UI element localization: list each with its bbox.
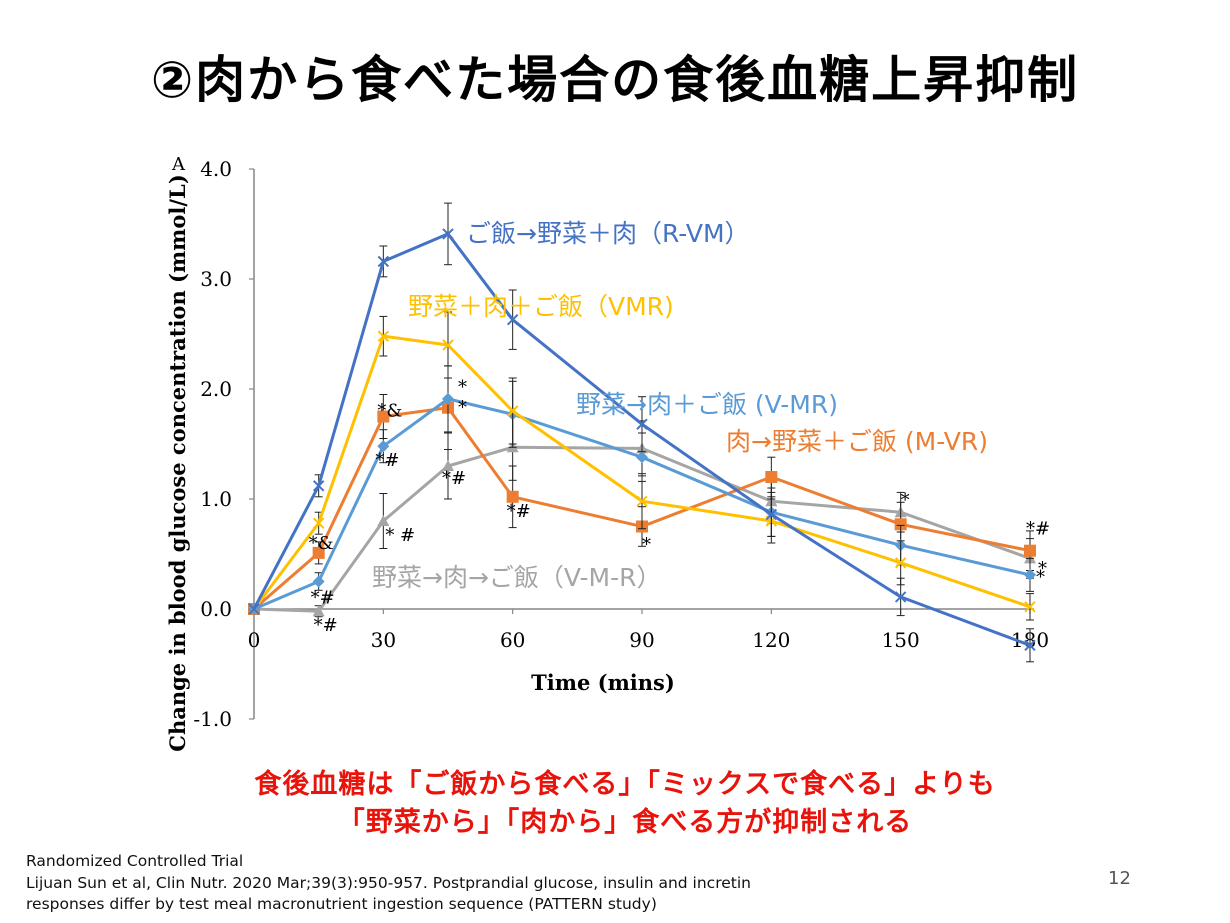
- significance-mark: *: [901, 490, 910, 511]
- data-point: [312, 480, 325, 492]
- significance-mark: *&: [309, 533, 334, 554]
- significance-mark: * #: [385, 525, 415, 546]
- series-label-2: 野菜→肉＋ご飯 (V-MR): [576, 390, 838, 419]
- significance-mark: *#: [507, 501, 531, 522]
- citation-trial-type: Randomized Controlled Trial: [26, 852, 244, 870]
- x-tick-label: 150: [882, 628, 920, 652]
- data-point: [377, 330, 390, 342]
- data-point: [765, 508, 778, 521]
- y-tick-label: 1.0: [200, 487, 232, 511]
- data-point: [894, 518, 907, 531]
- y-tick-label: 3.0: [200, 267, 232, 291]
- y-tick-label: -1.0: [193, 707, 232, 731]
- data-point: [377, 255, 390, 268]
- x-tick-label: 90: [629, 628, 654, 652]
- significance-mark: *#: [311, 588, 335, 609]
- significance-mark: *#: [1026, 519, 1050, 540]
- y-tick-label: 4.0: [200, 157, 232, 181]
- data-point: [377, 410, 390, 423]
- data-point: [636, 495, 648, 507]
- data-point: [1024, 568, 1036, 581]
- citation-reference: Lijuan Sun et al, Clin Nutr. 2020 Mar;39…: [26, 874, 751, 892]
- x-tick-label: 60: [500, 628, 525, 652]
- data-point: [377, 515, 390, 526]
- conclusion-line-2: 「野菜から」「肉から」食べる方が抑制される: [337, 807, 913, 838]
- data-point: [312, 575, 325, 588]
- chart-axes: -1.00.01.02.03.04.00 30 60 90 120 150 180ATime…: [165, 154, 1049, 752]
- data-point: [442, 228, 454, 240]
- data-point: [636, 451, 648, 464]
- significance-mark: *: [1036, 567, 1045, 588]
- data-point: [312, 605, 325, 617]
- data-point: [506, 313, 519, 326]
- page-number: 12: [1108, 868, 1131, 889]
- data-point: [442, 392, 454, 405]
- series-label-0: ご飯→野菜＋肉（R-VM）: [466, 219, 750, 248]
- slide-title: ②肉から食べた場合の食後血糖上昇抑制: [150, 51, 1080, 109]
- data-point: [506, 490, 519, 503]
- significance-mark: *&: [377, 401, 402, 422]
- data-point: [248, 603, 260, 615]
- data-point: [765, 471, 778, 483]
- chart-series: [248, 202, 1036, 663]
- data-point: [1024, 639, 1036, 652]
- significance-mark: *: [1038, 558, 1047, 579]
- x-axis-label: Time (mins): [531, 670, 675, 695]
- data-point: [894, 557, 907, 569]
- data-point: [442, 460, 454, 471]
- data-point: [312, 546, 325, 559]
- data-point: [1024, 601, 1036, 613]
- x-tick-label: 120: [752, 628, 790, 652]
- significance-mark: *: [458, 398, 467, 419]
- data-point: [312, 517, 325, 529]
- significance-mark: *: [458, 377, 467, 398]
- citation-study-title: responses differ by test meal macronutri…: [26, 895, 657, 913]
- chart-labels: ご飯→野菜＋肉（R-VM） 野菜＋肉＋ご飯（VMR) 野菜→肉＋ご飯 (V-MR) 肉…: [372, 219, 988, 592]
- conclusion-line-1: 食後血糖は「ご飯から食べる」「ミックスで食べる」よりも: [254, 769, 996, 800]
- data-point: [894, 591, 907, 603]
- significance-mark: *#: [442, 468, 466, 489]
- significance-mark: *#: [375, 450, 399, 471]
- data-point: [442, 339, 454, 351]
- series-label-1: 野菜＋肉＋ご飯（VMR): [408, 292, 674, 321]
- series-0: [248, 202, 1036, 663]
- x-tick-label: 30: [371, 628, 396, 652]
- data-point: [636, 418, 648, 430]
- series-label-4: 野菜→肉→ご飯（V-M-R）: [372, 563, 662, 592]
- y-tick-label: 0.0: [200, 597, 232, 621]
- data-point: [506, 405, 519, 417]
- significance-mark: *#: [314, 615, 338, 636]
- y-tick-label: 2.0: [200, 377, 232, 401]
- data-point: [377, 440, 390, 453]
- series-1: [248, 311, 1036, 621]
- chart-annotations: *&*#*#*&*#* #***#*#***#**: [309, 377, 1050, 636]
- data-point: [1024, 544, 1036, 557]
- significance-mark: *: [642, 535, 651, 556]
- x-tick-label: 0: [248, 628, 261, 652]
- y-axis-label: Change in blood glucose concentration (m…: [165, 174, 190, 752]
- panel-label: A: [171, 154, 186, 175]
- glucose-line-chart: -1.00.01.02.03.04.00 30 60 90 120 150 180ATime…: [165, 154, 1050, 752]
- series-label-3: 肉→野菜＋ご飯 (M-VR): [726, 427, 988, 456]
